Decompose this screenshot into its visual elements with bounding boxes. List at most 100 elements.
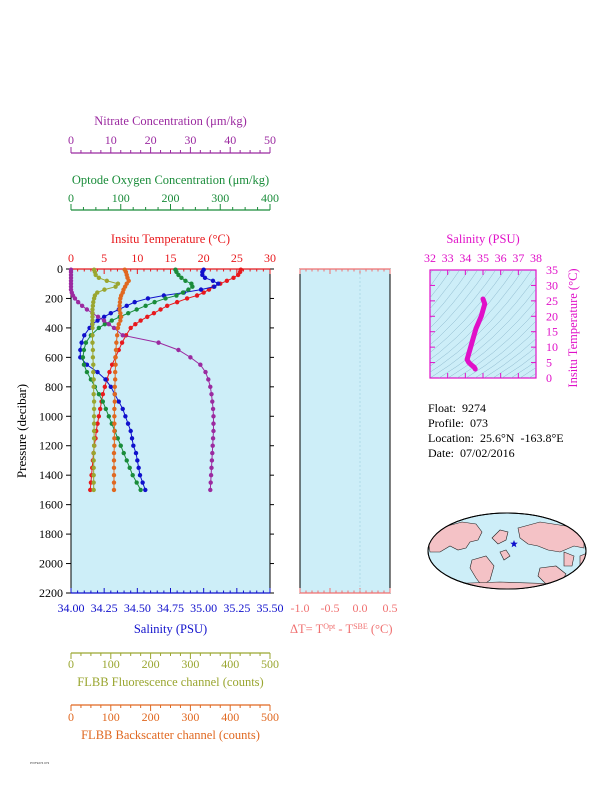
temperature-data-point <box>174 299 180 305</box>
isopycnal-line <box>447 300 536 378</box>
fluorescence-data-point <box>90 310 95 316</box>
fluorescence-tick-label: 200 <box>142 657 160 671</box>
ts-x-tick-label: 32 <box>424 251 436 265</box>
oxygen-data-point <box>126 310 131 316</box>
salinity-data-point <box>145 296 151 301</box>
salinity-data-point <box>131 443 136 448</box>
fluorescence-data-point <box>91 414 97 419</box>
fluorescence-data-point <box>91 443 97 448</box>
oxygen-data-point <box>190 284 195 289</box>
fluorescence-data-point <box>90 322 95 327</box>
salinity-data-point <box>128 428 133 434</box>
temperature-tick-label: 10 <box>131 251 143 265</box>
salinity-data-point <box>212 284 217 289</box>
nitrate-data-point <box>211 428 216 434</box>
fluorescence-data-point <box>91 399 97 404</box>
oxygen-data-point <box>186 287 191 292</box>
temperature-data-point <box>164 303 170 309</box>
salinity-data-point <box>95 369 100 375</box>
salinity-tick-label: 34.75 <box>157 601 184 615</box>
oxygen-data-point <box>180 290 186 295</box>
fluorescence-data-point <box>91 458 96 463</box>
backscatter-data-point <box>117 307 122 312</box>
fluorescence-tick-label: 100 <box>102 657 120 671</box>
footer-fine-print: PVIT9274 073 <box>30 761 50 765</box>
salinity-data-point <box>108 310 114 316</box>
salinity-data-point <box>216 281 221 286</box>
temperature-data-point <box>201 290 206 295</box>
backscatter-data-point <box>118 314 124 320</box>
pressure-tick-label: 2000 <box>39 557 63 571</box>
nitrate-tick-label: 30 <box>184 133 196 147</box>
nitrate-data-point <box>210 436 216 441</box>
isopycnal-line <box>501 353 536 378</box>
temperature-tick-label: 5 <box>101 251 107 265</box>
nitrate-data-point <box>198 362 203 367</box>
fluorescence-data-point <box>91 299 96 305</box>
backscatter-data-point <box>112 436 117 441</box>
nitrate-data-point <box>111 325 117 331</box>
oxygen-data-point <box>143 303 148 309</box>
backscatter-data-point <box>111 480 117 485</box>
fluorescence-data-point <box>90 355 96 360</box>
backscatter-data-point <box>111 458 117 463</box>
nitrate-tick-label: 40 <box>224 133 236 147</box>
nitrate-data-point <box>210 443 215 448</box>
salinity-data-point <box>136 465 141 471</box>
fluorescence-data-point <box>90 325 95 331</box>
backscatter-data-point <box>117 299 123 305</box>
oxygen-data-point <box>121 450 126 456</box>
isopycnal-line <box>438 288 536 378</box>
backscatter-data-point <box>118 296 123 301</box>
temperature-tick-label: 30 <box>264 251 276 265</box>
nitrate-data-point <box>79 303 85 309</box>
ts-isopycnals <box>430 270 536 378</box>
nitrate-data-point <box>209 391 214 397</box>
ts-y-tick-label: 30 <box>546 278 558 292</box>
fluorescence-data-point <box>91 436 97 441</box>
fluorescence-data-point <box>90 303 96 309</box>
ts-x-tick-label: 35 <box>477 251 489 265</box>
fluorescence-data-point <box>104 278 110 283</box>
delta-t-tick-label: -1.0 <box>291 601 310 615</box>
temperature-axis-title: Insitu Temperature (°C) <box>111 232 230 246</box>
oxygen-data-point <box>127 465 132 471</box>
salinity-tick-label: 35.50 <box>257 601 284 615</box>
ts-y-tick-label: 20 <box>546 309 558 323</box>
oxygen-data-point <box>81 362 87 367</box>
temperature-tick-label: 20 <box>198 251 210 265</box>
backscatter-data-point <box>112 421 117 426</box>
fluorescence-data-point <box>90 307 95 312</box>
nitrate-data-point <box>156 340 161 345</box>
fluorescence-data-point <box>91 406 97 412</box>
nitrate-data-point <box>208 487 213 493</box>
isopycnal-line <box>430 270 488 338</box>
temperature-data-point <box>128 325 133 331</box>
ts-x-tick-label: 34 <box>459 251 471 265</box>
nitrate-data-point <box>206 377 211 382</box>
date: Date: 07/02/2016 <box>428 446 515 460</box>
temperature-tick-label: 25 <box>231 251 243 265</box>
backscatter-data-point <box>111 450 117 456</box>
nitrate-data-point <box>72 296 78 301</box>
nitrate-data-point <box>203 369 208 375</box>
temperature-tick-label: 15 <box>165 251 177 265</box>
salinity-data-point <box>124 303 129 309</box>
backscatter-data-point <box>112 414 117 419</box>
oxygen-tick-label: 200 <box>162 191 180 205</box>
temperature-data-point <box>97 406 103 412</box>
fluorescence-axis-title: FLBB Fluorescence channel (counts) <box>77 675 263 689</box>
map-landmass <box>499 549 511 561</box>
fluorescence-tick-label: 500 <box>261 657 279 671</box>
oxygen-tick-label: 400 <box>261 191 279 205</box>
nitrate-tick-label: 50 <box>264 133 276 147</box>
salinity-tick-label: 34.25 <box>91 601 118 615</box>
ts-x-tick-label: 33 <box>442 251 454 265</box>
fluorescence-tick-label: 300 <box>181 657 199 671</box>
fluorescence-data-point <box>91 465 96 471</box>
nitrate-data-point <box>95 314 101 320</box>
backscatter-tick-label: 200 <box>142 710 160 724</box>
nitrate-data-point <box>211 414 216 419</box>
salinity-data-point <box>143 487 148 493</box>
ts-y-axis-title: Insitu Temperature (°C) <box>566 268 580 387</box>
